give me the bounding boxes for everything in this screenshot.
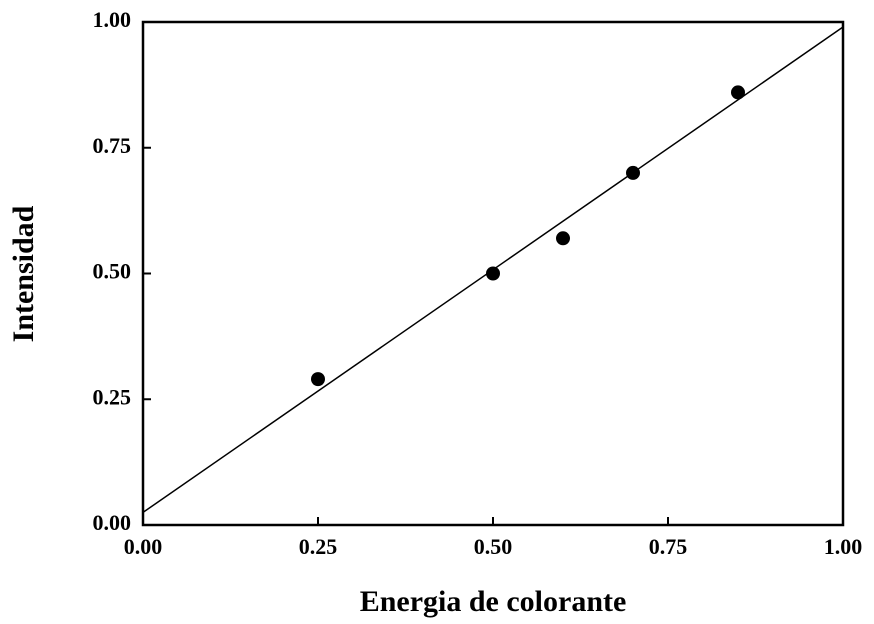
x-tick-label: 0.00 xyxy=(124,534,163,559)
fit-line xyxy=(142,26,844,514)
scatter-point xyxy=(311,372,325,387)
x-axis-title: Energia de colorante xyxy=(360,585,627,618)
scatter-point xyxy=(556,231,570,246)
y-tick-label: 0.75 xyxy=(93,133,132,158)
y-tick-label: 1.00 xyxy=(93,7,132,32)
x-tick-label: 0.75 xyxy=(649,534,688,559)
y-axis-title: Intensidad xyxy=(7,205,40,342)
y-tick-label: 0.00 xyxy=(93,510,132,535)
y-tick-label: 0.25 xyxy=(93,384,132,409)
x-tick-label: 1.00 xyxy=(824,534,863,559)
x-tick-label: 0.25 xyxy=(299,534,338,559)
scatter-point xyxy=(731,85,745,100)
x-tick-label: 0.50 xyxy=(474,534,513,559)
scatter-point xyxy=(486,266,500,281)
y-tick-label: 0.50 xyxy=(93,259,132,284)
